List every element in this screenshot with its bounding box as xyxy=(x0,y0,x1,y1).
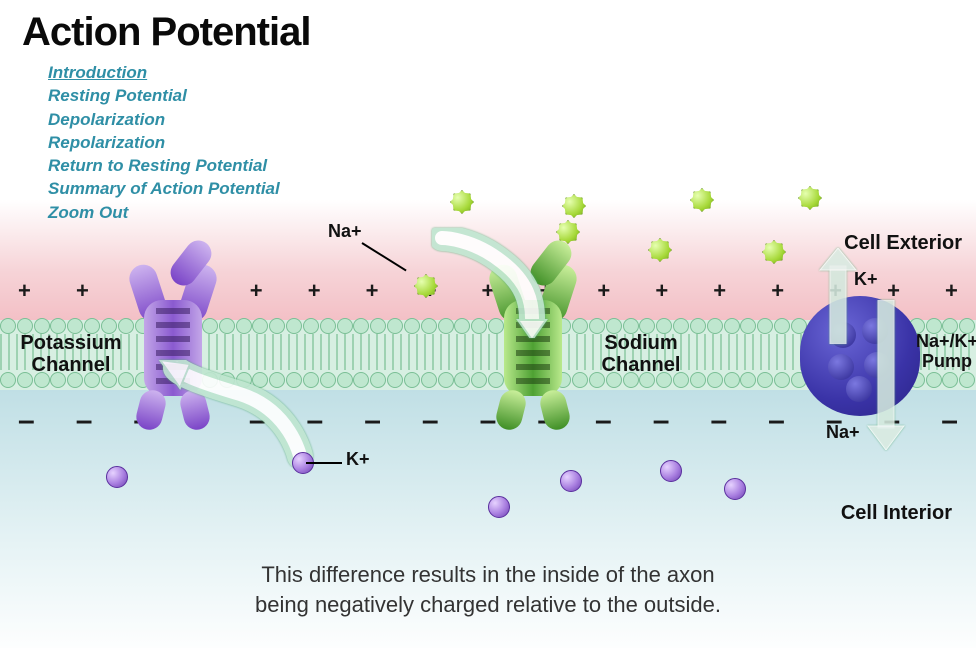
cell-interior-label: Cell Interior xyxy=(841,502,952,524)
nav-link-introduction[interactable]: Introduction xyxy=(48,62,280,83)
k-ion xyxy=(106,466,128,488)
na-ion-label: Na+ xyxy=(328,222,362,242)
nav-link-zoom-out[interactable]: Zoom Out xyxy=(48,202,280,223)
na-inflow-arrow xyxy=(432,228,562,338)
k-ion-label: K+ xyxy=(346,450,370,470)
k-plus-label: K+ xyxy=(854,270,878,290)
cell-exterior-label: Cell Exterior xyxy=(844,232,962,254)
na-ion xyxy=(450,190,474,214)
section-nav: IntroductionResting Potential Depolarizat… xyxy=(48,62,280,223)
k-ion xyxy=(560,470,582,492)
nav-link-repolarization[interactable]: Repolarization xyxy=(48,132,280,153)
k-outflow-arrow xyxy=(150,360,320,470)
caption-text: This difference results in the inside of… xyxy=(0,560,976,619)
k-ion xyxy=(488,496,510,518)
pump-down-arrow xyxy=(866,300,906,450)
sodium-channel-label: Sodium Channel xyxy=(586,332,696,376)
nav-link-summary-of-action-potential[interactable]: Summary of Action Potential xyxy=(48,178,280,199)
k-leader-line xyxy=(306,462,342,464)
k-ion xyxy=(724,478,746,500)
na-plus-below-label: Na+ xyxy=(826,423,860,443)
pump-label: Na+/K+ Pump xyxy=(912,332,976,372)
na-ion xyxy=(414,274,438,298)
diagram-stage: +++++++++++++++++ ––––––––––––––––– xyxy=(0,0,976,648)
pump-up-arrow xyxy=(818,248,858,344)
page-title: Action Potential xyxy=(22,10,310,55)
nav-link-depolarization[interactable]: Depolarization xyxy=(48,109,280,130)
potassium-channel-label: Potassium Channel xyxy=(16,332,126,376)
nav-link-resting-potential[interactable]: Resting Potential xyxy=(48,85,280,106)
k-ion xyxy=(660,460,682,482)
nav-link-return-to-resting-potential[interactable]: Return to Resting Potential xyxy=(48,155,280,176)
